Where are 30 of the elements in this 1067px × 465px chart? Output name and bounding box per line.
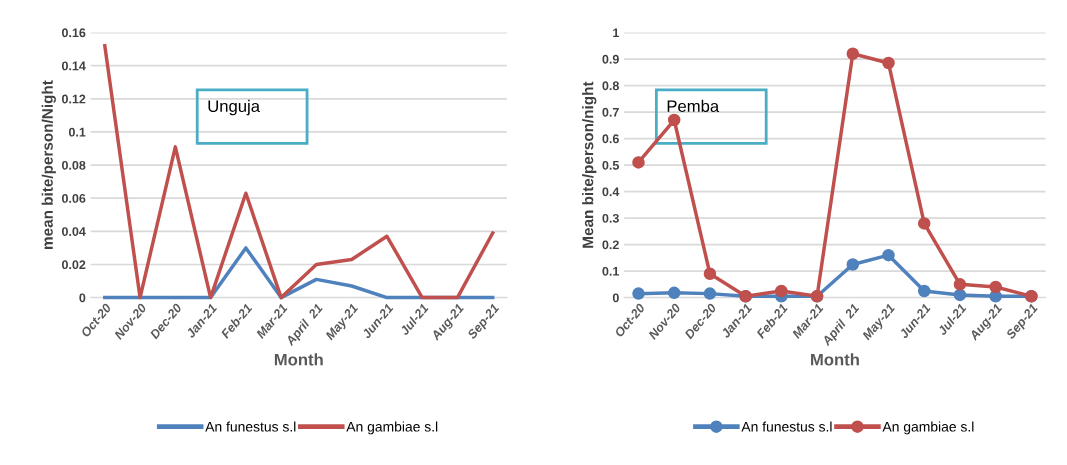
y-tick-label: 0.06 (62, 194, 86, 203)
y-tick-label: 0.14 (62, 61, 86, 71)
y-tick-label: 0.08 (62, 160, 86, 170)
y-tick-label: 0.8 (602, 81, 619, 91)
annotation: Unguja (208, 99, 261, 116)
y-tick-label: 1 (613, 28, 619, 38)
legend-label: An gambiae s.l (882, 421, 974, 435)
y-tick-label: 0.7 (602, 107, 619, 117)
y-tick-label: 0 (612, 293, 619, 303)
y-tick-label: 0.5 (602, 160, 619, 170)
legend-label: An gambiae s.l (346, 421, 438, 435)
y-tick-label: 0.16 (62, 28, 86, 38)
y-axis-title: Mean bite/person/night (582, 81, 597, 248)
legend-label: An funestus s.l (205, 421, 296, 432)
y-tick-label: 0.02 (62, 260, 86, 270)
y-tick-label: 0.9 (602, 54, 619, 64)
y-axis-title: mean bite/person/Night (41, 80, 56, 249)
y-tick-label: 0.1 (68, 127, 86, 137)
x-axis-title: Month (811, 353, 859, 366)
legend-label: An funestus s.l (741, 421, 832, 432)
y-tick-label: 0.6 (602, 134, 619, 144)
y-tick-label: 0.3 (602, 213, 619, 223)
x-axis-title: Month (274, 353, 323, 366)
y-tick-label: 0.1 (602, 266, 619, 276)
y-tick-label: 0.4 (602, 187, 620, 197)
y-tick-label: 0 (79, 293, 86, 303)
y-tick-label: 0.04 (62, 227, 86, 236)
y-tick-label: 0.2 (602, 240, 619, 250)
annotation: Pemba (667, 99, 720, 113)
y-tick-label: 0.12 (62, 94, 86, 104)
